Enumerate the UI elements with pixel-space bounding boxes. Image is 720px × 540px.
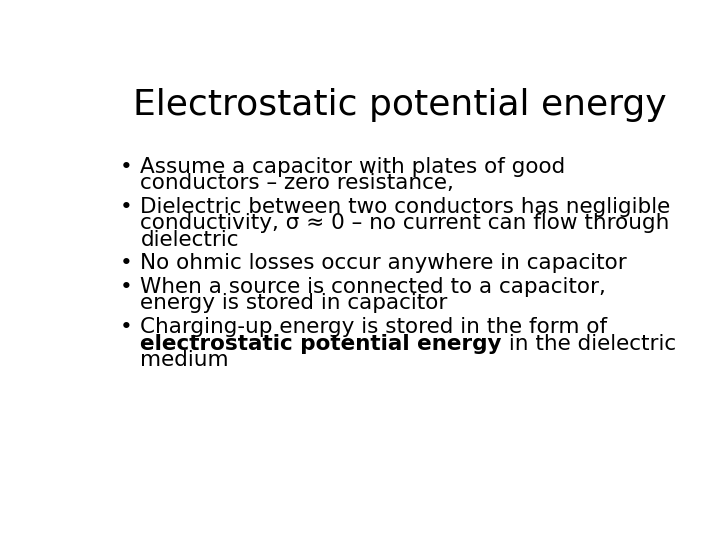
Text: dielectric: dielectric	[140, 230, 239, 249]
Text: •: •	[120, 197, 132, 217]
Text: Assume a capacitor with plates of good: Assume a capacitor with plates of good	[140, 157, 566, 177]
Text: in the dielectric: in the dielectric	[502, 334, 676, 354]
Text: Dielectric between two conductors has negligible: Dielectric between two conductors has ne…	[140, 197, 670, 217]
Text: electrostatic potential energy: electrostatic potential energy	[140, 334, 502, 354]
Text: No ohmic losses occur anywhere in capacitor: No ohmic losses occur anywhere in capaci…	[140, 253, 627, 273]
Text: •: •	[120, 157, 132, 177]
Text: •: •	[120, 253, 132, 273]
Text: conductors – zero resistance,: conductors – zero resistance,	[140, 173, 454, 193]
Text: conductivity, σ ≈ 0 – no current can flow through: conductivity, σ ≈ 0 – no current can flo…	[140, 213, 670, 233]
Text: •: •	[120, 278, 132, 298]
Text: medium: medium	[140, 350, 229, 370]
Text: energy is stored in capacitor: energy is stored in capacitor	[140, 294, 448, 314]
Text: •: •	[120, 318, 132, 338]
Text: Electrostatic potential energy: Electrostatic potential energy	[132, 88, 666, 122]
Text: Charging-up energy is stored in the form of: Charging-up energy is stored in the form…	[140, 318, 608, 338]
Text: When a source is connected to a capacitor,: When a source is connected to a capacito…	[140, 278, 606, 298]
